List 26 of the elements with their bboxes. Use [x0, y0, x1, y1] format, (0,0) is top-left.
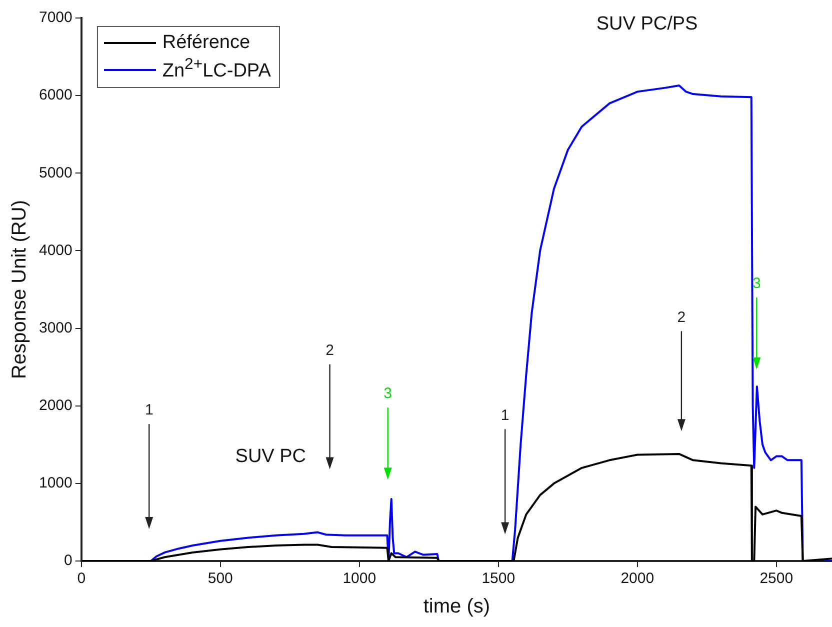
y-tick-label: 4000 [38, 242, 72, 259]
x-axis-title: time (s) [423, 596, 490, 618]
y-tick-label: 3000 [38, 319, 72, 336]
y-tick-label: 5000 [38, 164, 72, 182]
x-tick-label: 2500 [760, 570, 794, 588]
annotation: 1 [500, 406, 510, 424]
annotation: 2 [326, 342, 334, 359]
x-tick-label: 1500 [482, 570, 516, 588]
annotation: 2 [677, 308, 686, 326]
annotation: SUV PC/PS [596, 13, 698, 34]
x-tick-label: 500 [208, 570, 233, 588]
annotation: 3 [752, 275, 761, 292]
legend-label: Référence [162, 32, 250, 54]
x-tick-label: 1000 [342, 570, 376, 588]
y-tick-label: 2000 [38, 397, 72, 414]
annotation: SUV PC [235, 446, 306, 468]
y-tick-label: 7000 [38, 9, 72, 26]
y-tick-label: 1000 [38, 474, 72, 492]
annotation: 3 [384, 385, 392, 402]
y-tick-label: 0 [64, 552, 72, 570]
y-tick-label: 6000 [38, 86, 72, 104]
x-tick-label: 2000 [620, 570, 654, 588]
annotation: 1 [144, 402, 154, 419]
legend-label: Zn$^{2+}$LC-DPA [162, 56, 271, 83]
x-tick-label: 0 [77, 570, 86, 588]
y-axis-title: Response Unit (RU) [8, 200, 31, 379]
